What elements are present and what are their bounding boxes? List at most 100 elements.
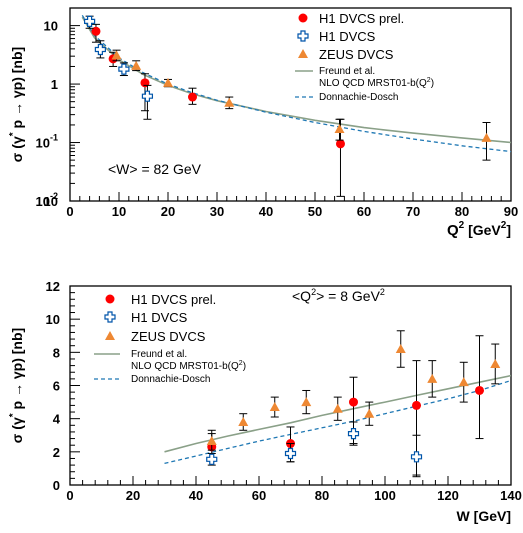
data-point-circle — [412, 400, 421, 410]
data-point-circle — [335, 139, 345, 149]
x-tick-label: 120 — [437, 488, 459, 503]
x-tick-label: 80 — [455, 204, 469, 219]
data-point-triangle — [163, 77, 173, 87]
ann-sup2: 2 — [380, 287, 385, 297]
x-tick-label: 10 — [112, 204, 126, 219]
ann-sup: 2 — [311, 287, 316, 297]
x-title-unit-sup: 2 — [501, 220, 507, 231]
data-point-cross — [141, 90, 154, 102]
data-point-triangle — [111, 50, 122, 60]
data-point-triangle — [481, 132, 492, 142]
y-title-sigma: σ — [9, 152, 25, 162]
y-tick-base: 10 — [36, 136, 50, 151]
x-tick-label: 20 — [126, 488, 140, 503]
x-tick-label: 20 — [161, 204, 175, 219]
legend-name2-sup: 2 — [427, 77, 431, 84]
x-tick-label: 60 — [357, 204, 371, 219]
y-title-star: * — [8, 413, 19, 417]
y-title-rest: p → γp) [nb] — [9, 47, 25, 133]
legend-name2: NLO QCD MRST01-b(Q — [319, 78, 427, 89]
top-panel-cross-section-vs-q2: 0 10 20 30 40 50 60 70 80 90 10 1 10-1 10-2 10 σ (γ* p … — [8, 7, 518, 239]
legend-label: NLO QCD MRST01-b(Q2) — [319, 77, 434, 89]
y-title-rest: p → γp) [nb] — [9, 328, 25, 414]
legend-marker-circle — [298, 13, 308, 23]
data-point-triangle — [206, 436, 217, 446]
y-tick-label: 2 — [53, 445, 60, 460]
q2-annotation: <Q2> = 8 GeV2 — [292, 287, 385, 304]
y-title-part: (γ — [9, 136, 25, 153]
y-axis-title: σ (γ* p → γp) [nb] — [8, 328, 25, 443]
x-tick-label: 0 — [66, 204, 73, 219]
x-tick-label: 50 — [308, 204, 322, 219]
y-tick-label: 0 — [53, 478, 60, 493]
x-axis-title: Q2 [GeV2] — [447, 220, 511, 239]
legend-label: ZEUS DVCS — [319, 47, 394, 62]
data-point-triangle — [301, 397, 312, 407]
legend-name2-close: ) — [431, 78, 434, 89]
w-annotation: <W> = 82 GeV — [108, 161, 202, 177]
donnachie-dosch-curve — [164, 379, 511, 465]
x-tick-label: 0 — [66, 488, 73, 503]
bottom-panel-cross-section-vs-w: 0 20 40 60 80 100 120 140 0 2 4 6 8 10 12 σ (γ* p → γp)… — [8, 279, 522, 524]
data-point-triangle — [131, 60, 142, 70]
y-tick-exp: -2 — [50, 191, 58, 201]
legend-label: H1 DVCS prel. — [131, 292, 216, 307]
data-point-cross — [347, 427, 360, 440]
data-point-triangle — [238, 416, 249, 426]
y-tick-label: 4 — [53, 412, 61, 427]
data-point-triangle — [490, 358, 501, 368]
data-point-cross — [284, 447, 297, 460]
data-point-cross — [410, 451, 423, 463]
data-point-circle — [475, 385, 484, 395]
data-point-triangle — [364, 408, 375, 418]
data-point-triangle — [395, 344, 406, 354]
data-point-triangle — [458, 377, 469, 387]
legend-label: H1 DVCS prel. — [319, 11, 404, 26]
x-tick-label: 30 — [210, 204, 224, 219]
x-tick-label: 70 — [406, 204, 420, 219]
y-tick-label: 10-2 — [36, 191, 58, 209]
data-point-cross — [118, 63, 130, 75]
data-point-triangle — [334, 124, 345, 134]
legend-label: Donnachie-Dosch — [319, 92, 399, 103]
y-tick-label: 8 — [53, 345, 60, 360]
legend-label: NLO QCD MRST01-b(Q2) — [131, 360, 246, 372]
legend-marker-triangle — [298, 49, 308, 58]
y-tick-exp: -1 — [50, 133, 58, 143]
y-title-sigma: σ — [9, 433, 25, 443]
y-tick-label: 6 — [53, 379, 60, 394]
x-title-sup: 2 — [459, 220, 465, 231]
x-tick-label: 40 — [259, 204, 273, 219]
x-tick-label: 90 — [504, 204, 518, 219]
ann-q: <Q — [292, 288, 311, 304]
data-point-cross — [206, 453, 218, 465]
x-axis-title: W [GeV] — [457, 508, 511, 524]
legend-marker-cross — [297, 30, 309, 42]
ann-rest: > = 8 GeV — [316, 288, 380, 304]
data-point-circle — [91, 26, 101, 36]
points-layer — [206, 330, 501, 478]
x-tick-label: 60 — [252, 488, 266, 503]
y-title-star: * — [8, 132, 19, 136]
y-tick-label: 10 — [46, 312, 60, 327]
data-point-cross — [94, 43, 106, 56]
x-tick-label: 100 — [374, 488, 396, 503]
x-title-unit: [GeV — [464, 222, 501, 238]
y-title-part: (γ — [9, 417, 25, 434]
legend-label: ZEUS DVCS — [131, 329, 206, 344]
data-point-cross — [84, 15, 96, 27]
legend-marker-cross — [104, 311, 116, 323]
data-point-circle — [349, 397, 358, 407]
legend-marker-triangle — [105, 331, 115, 340]
legend-name2: NLO QCD MRST01-b(Q — [131, 361, 239, 372]
legend-label: Freund et al. — [319, 66, 375, 77]
data-point-circle — [140, 78, 150, 88]
y-tick-base: 1 — [51, 77, 58, 92]
legend-name2-sup: 2 — [239, 360, 243, 367]
points-layer — [84, 15, 492, 197]
y-tick-base: 10 — [44, 19, 58, 34]
y-tick-label: 10-1 — [36, 133, 58, 151]
legend-label: H1 DVCS — [319, 29, 376, 44]
data-point-triangle — [427, 373, 438, 383]
